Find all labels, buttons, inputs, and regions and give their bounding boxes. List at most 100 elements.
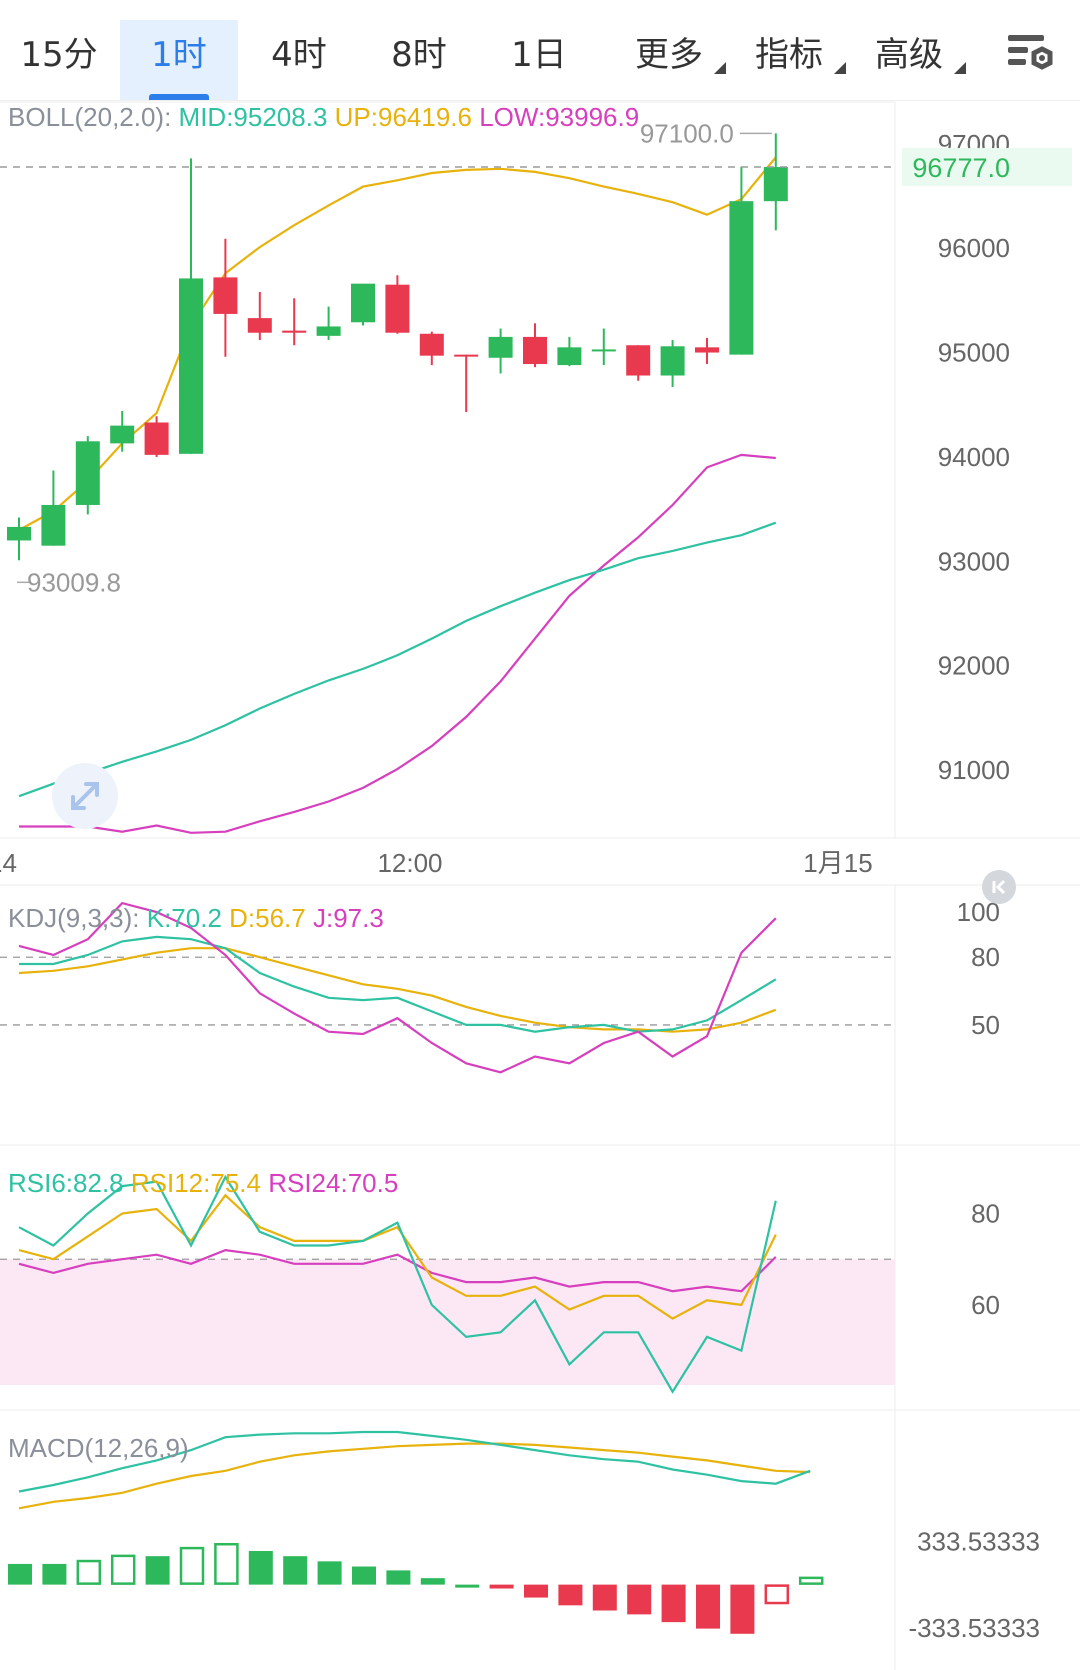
macd-bar: [661, 1584, 686, 1623]
tab-5[interactable]: 1日: [511, 35, 567, 75]
macd-bar: [420, 1578, 445, 1585]
macd-bar: [455, 1584, 480, 1588]
boll-mid-value: MID:95208.3: [178, 102, 328, 132]
macd-bar: [386, 1570, 411, 1585]
macd-dea-line: [18, 1442, 811, 1510]
macd-bar: [110, 1554, 136, 1585]
candle-body: [385, 284, 410, 333]
tab-2[interactable]: 1时: [120, 20, 238, 100]
price-tick-label: 94000: [938, 442, 1010, 472]
expand-arrows-icon[interactable]: [52, 763, 118, 829]
macd-dif-line: [18, 1430, 811, 1493]
macd-bar: [248, 1550, 273, 1585]
candle-body: [41, 504, 66, 546]
macd-bar: [764, 1584, 790, 1605]
kdj-tick-label: 50: [971, 1010, 1000, 1040]
candle-body: [523, 336, 547, 365]
kdj-k-value: K:70.2: [146, 903, 222, 933]
candle-body: [75, 441, 100, 505]
rsi-header: RSI6:82.8 RSI12:75.4 RSI24:70.5: [8, 1168, 398, 1199]
chart-settings-icon[interactable]: [1004, 26, 1064, 86]
candle-body: [316, 326, 341, 336]
rsi6-value: RSI6:82.8: [8, 1168, 124, 1198]
candle-body: [282, 330, 307, 333]
candle-body: [660, 346, 685, 376]
boll-upper-line: [18, 156, 777, 531]
tab-8[interactable]: 高级: [875, 35, 943, 75]
boll-name: BOLL(20,2.0):: [8, 102, 172, 132]
rsi-tick-label: 60: [971, 1290, 1000, 1320]
low-marker-label: 93009.8: [27, 567, 121, 597]
candle-body: [557, 347, 582, 366]
candle-body: [351, 283, 375, 323]
rsi6-line: [18, 1174, 777, 1394]
timeframe-tab-bar: 15分 1时 4时 8时 1日 更多 指标 高级: [0, 0, 1080, 101]
last-price-label: 96777.0: [912, 153, 1010, 183]
kdj-d-value: D:56.7: [229, 903, 306, 933]
rsi-tick-label: 80: [971, 1199, 1000, 1229]
price-tick-label: 91000: [938, 755, 1010, 785]
boll-mid-line: [18, 521, 777, 798]
candle-body: [763, 167, 788, 202]
macd-bar: [145, 1556, 170, 1585]
tab-4[interactable]: 8时: [391, 35, 447, 75]
candle-body: [247, 318, 272, 333]
kdj-j-line: [18, 901, 777, 1074]
kdj-j-value: J:97.3: [312, 903, 384, 933]
rsi24-line: [18, 1248, 777, 1293]
skip-to-start-icon[interactable]: [982, 870, 1016, 904]
macd-bar: [214, 1542, 239, 1585]
macd-tick-label: -333.53333: [908, 1613, 1040, 1643]
candle-body: [110, 425, 135, 444]
candle-body: [179, 278, 203, 454]
candle-body: [626, 345, 651, 376]
macd-bar: [317, 1561, 342, 1585]
candle-body: [591, 349, 616, 352]
candle-body: [488, 336, 513, 358]
tab-6[interactable]: 更多: [635, 35, 703, 75]
macd-bar: [558, 1584, 583, 1606]
candle-body: [144, 422, 169, 455]
macd-bar: [8, 1563, 32, 1585]
rsi24-value: RSI24:70.5: [268, 1168, 399, 1198]
high-marker-label: 97100.0: [640, 118, 734, 148]
macd-bar: [76, 1559, 102, 1585]
candle-body: [729, 201, 754, 355]
candle-body: [7, 526, 31, 541]
dropdown-caret-icon: [714, 62, 726, 74]
price-tick-label: 95000: [938, 338, 1010, 368]
tab-1[interactable]: 15分: [20, 35, 98, 75]
macd-bar: [489, 1584, 514, 1589]
rsi12-value: RSI12:75.4: [130, 1168, 261, 1198]
boll-low-value: LOW:93996.9: [479, 102, 640, 132]
candle-body: [213, 277, 238, 314]
dropdown-caret-icon: [954, 62, 966, 74]
macd-bar: [798, 1576, 824, 1585]
boll-header: BOLL(20,2.0): MID:95208.3 UP:96419.6 LOW…: [8, 102, 639, 133]
tab-7[interactable]: 指标: [755, 35, 823, 75]
macd-bar: [179, 1546, 205, 1585]
tab-3[interactable]: 4时: [271, 35, 327, 75]
kdj-k-line: [19, 935, 777, 1033]
boll-lower-line: [19, 453, 776, 834]
macd-name: MACD(12,26,9): [8, 1433, 189, 1463]
price-tick-label: 93000: [938, 546, 1010, 576]
macd-bar: [592, 1584, 617, 1611]
macd-bar: [283, 1556, 308, 1585]
time-axis-label: 12:00: [377, 848, 442, 878]
candle-body: [419, 333, 444, 356]
macd-tick-label: 333.53333: [917, 1526, 1040, 1556]
rsi-band: [0, 1259, 895, 1385]
kdj-header: KDJ(9,3,3): K:70.2 D:56.7 J:97.3: [8, 903, 384, 934]
candle-body: [695, 347, 719, 353]
kdj-tick-label: 80: [971, 942, 1000, 972]
macd-bar: [524, 1584, 548, 1598]
macd-bar: [627, 1584, 652, 1615]
price-tick-label: 96000: [938, 233, 1010, 263]
macd-bar: [696, 1584, 720, 1629]
price-tick-label: 92000: [938, 651, 1010, 681]
time-axis-label: 1月15: [803, 848, 872, 878]
kdj-name: KDJ(9,3,3):: [8, 903, 140, 933]
macd-bar: [42, 1563, 67, 1585]
